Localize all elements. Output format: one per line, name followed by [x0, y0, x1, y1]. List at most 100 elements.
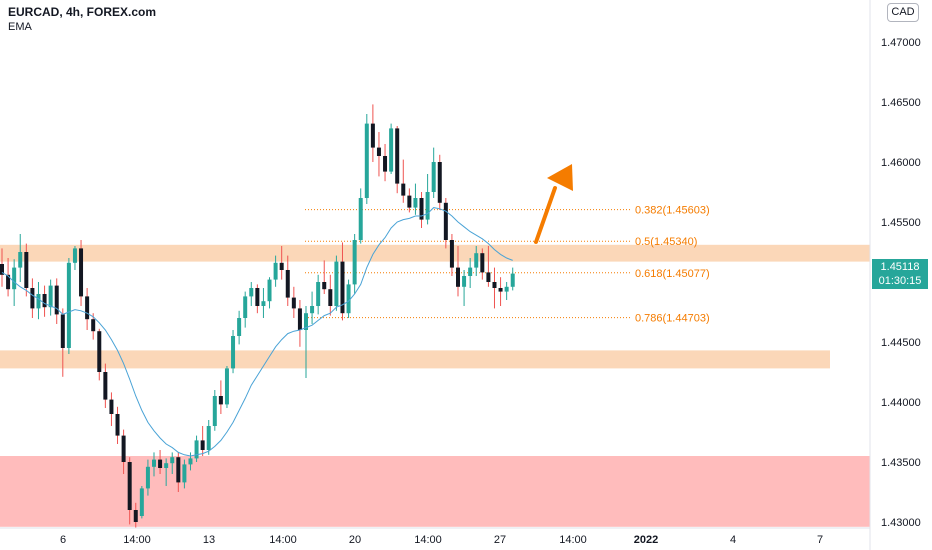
candle-body[interactable]	[328, 289, 333, 306]
demand-zone[interactable]	[0, 456, 870, 527]
candle-body[interactable]	[480, 253, 485, 273]
candle-body[interactable]	[425, 192, 430, 220]
candle-body[interactable]	[18, 252, 23, 268]
candle-body[interactable]	[297, 308, 302, 330]
candle-body[interactable]	[449, 240, 454, 268]
candle-body[interactable]	[60, 314, 65, 348]
support-zone[interactable]	[0, 350, 830, 369]
candle-body[interactable]	[212, 396, 217, 426]
candle-body[interactable]	[36, 294, 41, 309]
candle-body[interactable]	[352, 240, 357, 285]
candle-body[interactable]	[486, 272, 491, 282]
candle-body[interactable]	[340, 261, 345, 314]
candle-body[interactable]	[443, 202, 448, 240]
candle-body[interactable]	[30, 288, 35, 309]
candle-body[interactable]	[322, 282, 327, 290]
candle-body[interactable]	[200, 440, 205, 450]
candle-body[interactable]	[54, 285, 59, 315]
candle-body[interactable]	[364, 123, 369, 198]
candle-body[interactable]	[456, 267, 460, 287]
candle-body[interactable]	[267, 279, 272, 302]
candle-body[interactable]	[72, 248, 77, 263]
candle-body[interactable]	[407, 195, 412, 208]
indicator-label[interactable]: EMA	[8, 21, 32, 33]
candle-body[interactable]	[358, 198, 363, 240]
candle-body[interactable]	[170, 457, 175, 464]
candle-body[interactable]	[224, 368, 229, 405]
candle-body[interactable]	[419, 198, 424, 220]
candle-body[interactable]	[188, 458, 193, 465]
candle-body[interactable]	[498, 288, 503, 292]
x-axis: 6 14:00 13 14:00 20 14:00 27 14:00 2022 4 7	[60, 534, 823, 546]
candle-body[interactable]	[206, 426, 211, 450]
candle-body[interactable]	[431, 162, 436, 192]
candle-body[interactable]	[346, 284, 351, 314]
candle-body[interactable]	[103, 372, 108, 400]
candle-body[interactable]	[504, 286, 509, 292]
candle-body[interactable]	[255, 288, 260, 306]
candle-body[interactable]	[48, 285, 53, 308]
candle-body[interactable]	[383, 156, 388, 172]
candle-body[interactable]	[139, 488, 144, 516]
candle-body[interactable]	[164, 463, 169, 468]
x-tick-label: 13	[203, 534, 215, 546]
candle-body[interactable]	[395, 128, 400, 184]
candle-body[interactable]	[310, 306, 315, 314]
candle-body[interactable]	[79, 248, 84, 297]
candle-body[interactable]	[91, 319, 96, 332]
candle-body[interactable]	[121, 435, 126, 462]
currency-button[interactable]: CAD	[887, 3, 919, 22]
candle-body[interactable]	[413, 198, 418, 208]
resistance-zone[interactable]	[0, 244, 870, 262]
candle-body[interactable]	[66, 262, 71, 348]
candle-body[interactable]	[437, 162, 442, 203]
candle-body[interactable]	[510, 273, 515, 287]
candle-body[interactable]	[468, 267, 473, 276]
candle-body[interactable]	[158, 459, 163, 468]
y-tick-label: 1.45500	[881, 217, 921, 229]
candle-body[interactable]	[334, 261, 339, 306]
candle-body[interactable]	[316, 282, 321, 306]
candle-body[interactable]	[389, 128, 394, 172]
candle-body[interactable]	[109, 399, 114, 414]
candle-body[interactable]	[97, 331, 102, 372]
candle-body[interactable]	[176, 457, 181, 483]
candle-body[interactable]	[218, 396, 223, 405]
candle-body[interactable]	[115, 414, 120, 436]
candle-body[interactable]	[370, 123, 375, 148]
candle-body[interactable]	[237, 318, 242, 336]
symbol-title[interactable]: EURCAD, 4h, FOREX.com	[8, 5, 157, 19]
candle-body[interactable]	[231, 336, 236, 369]
candle-body[interactable]	[376, 147, 381, 156]
candle-body[interactable]	[492, 282, 497, 288]
candle-body[interactable]	[42, 294, 47, 308]
candle-body[interactable]	[24, 252, 29, 288]
candle-body[interactable]	[12, 267, 17, 290]
candle-body[interactable]	[243, 296, 248, 318]
candle-body[interactable]	[182, 464, 187, 483]
y-tick-label: 1.46500	[881, 97, 921, 109]
x-tick-label: 14:00	[414, 534, 442, 546]
candle-body[interactable]	[304, 313, 308, 330]
arrow-shaft	[534, 186, 557, 244]
candle-body[interactable]	[273, 262, 278, 280]
candle-body[interactable]	[85, 296, 90, 320]
candle-body[interactable]	[285, 270, 290, 298]
candle-body[interactable]	[152, 459, 156, 467]
candle-body[interactable]	[474, 253, 479, 268]
candle-body[interactable]	[127, 462, 132, 510]
candle-body[interactable]	[401, 183, 406, 196]
candle-body[interactable]	[0, 264, 4, 275]
candle-body[interactable]	[462, 276, 467, 287]
candle-body[interactable]	[279, 262, 284, 270]
candle-body[interactable]	[6, 274, 11, 290]
candle-body[interactable]	[194, 440, 199, 459]
candle-body[interactable]	[145, 466, 150, 489]
candle-body[interactable]	[133, 510, 138, 522]
candle-body[interactable]	[261, 301, 266, 306]
candle-body[interactable]	[249, 288, 254, 297]
x-tick-label: 4	[730, 534, 736, 546]
candle-body[interactable]	[291, 297, 296, 309]
chart-legend: EURCAD, 4h, FOREX.com EMA	[8, 5, 156, 34]
